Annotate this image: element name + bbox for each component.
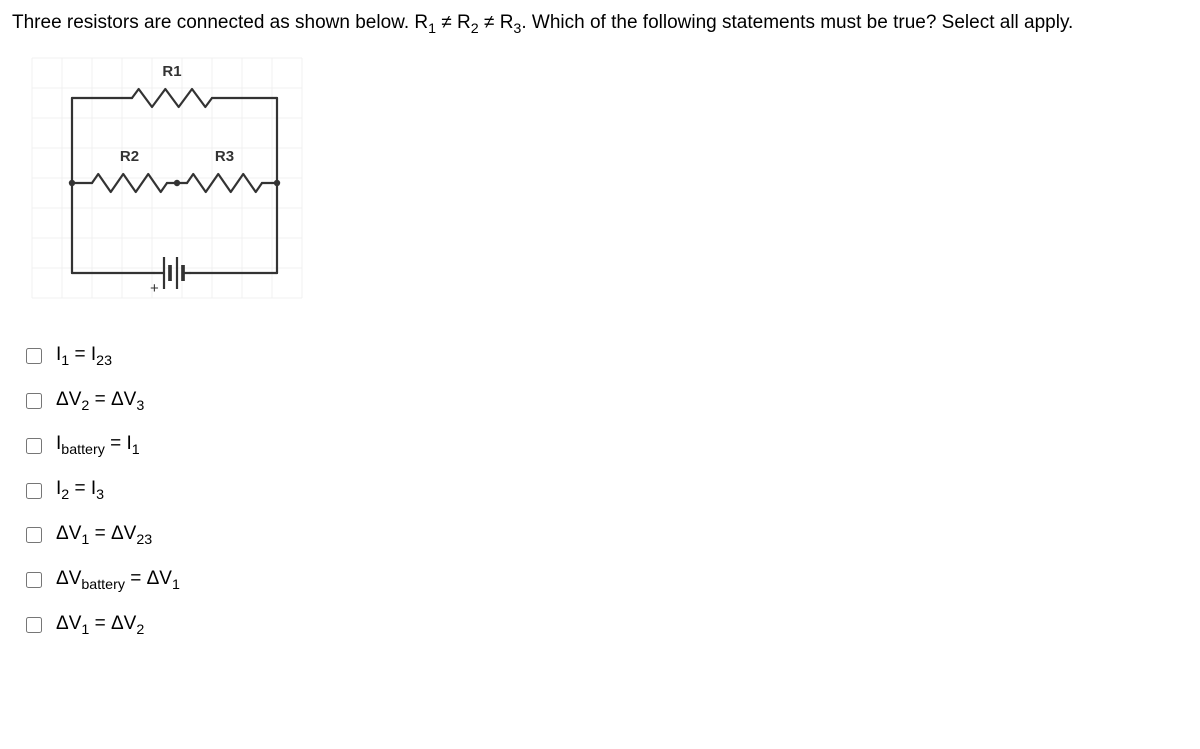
option-checkbox-6[interactable] [26,572,42,588]
option-row: ΔV1 = ΔV23 [22,523,1188,548]
option-row: I2 = I3 [22,478,1188,503]
circuit-diagram: R1 R2 R3 + [22,48,1188,314]
question-text: Three resistors are connected as shown b… [12,10,1188,40]
option-row: ΔVbattery = ΔV1 [22,568,1188,593]
option-label: ΔV1 = ΔV23 [56,523,152,548]
svg-text:R2: R2 [120,148,139,165]
option-checkbox-4[interactable] [26,483,42,499]
option-checkbox-2[interactable] [26,393,42,409]
option-row: ΔV1 = ΔV2 [22,613,1188,638]
option-checkbox-1[interactable] [26,348,42,364]
option-row: ΔV2 = ΔV3 [22,389,1188,414]
option-checkbox-7[interactable] [26,617,42,633]
option-checkbox-3[interactable] [26,438,42,454]
option-row: I1 = I23 [22,344,1188,369]
answer-options: I1 = I23 ΔV2 = ΔV3 Ibattery = I1 I2 = I3 ΔV1… [22,344,1188,638]
option-label: I2 = I3 [56,478,104,503]
svg-text:R1: R1 [162,63,181,80]
svg-text:+: + [150,280,159,297]
option-label: ΔV1 = ΔV2 [56,613,144,638]
option-checkbox-5[interactable] [26,527,42,543]
circuit-svg: R1 R2 R3 + [22,48,312,308]
svg-text:R3: R3 [215,148,234,165]
option-label: I1 = I23 [56,344,112,369]
option-row: Ibattery = I1 [22,433,1188,458]
option-label: ΔV2 = ΔV3 [56,389,144,414]
option-label: Ibattery = I1 [56,433,140,458]
option-label: ΔVbattery = ΔV1 [56,568,180,593]
